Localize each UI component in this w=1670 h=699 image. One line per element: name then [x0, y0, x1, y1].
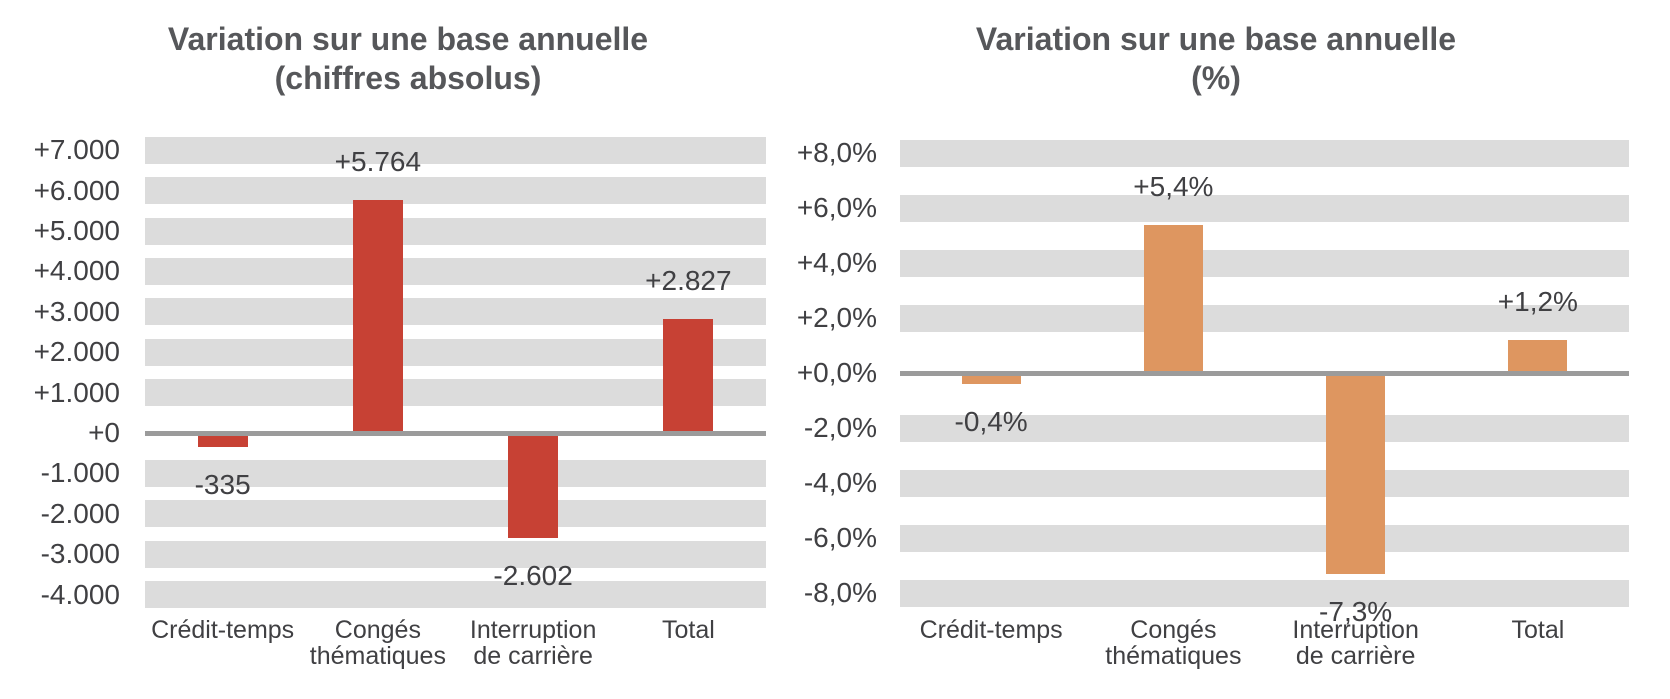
gridline-band — [900, 249, 1629, 277]
y-axis-tick-label: +0 — [88, 417, 120, 448]
gridline-band — [900, 194, 1629, 222]
gridline-band — [145, 136, 766, 164]
gridline-band — [145, 500, 766, 528]
bar-value-label: -7,3% — [1319, 595, 1393, 627]
y-axis-tick-label: +2.000 — [33, 336, 120, 368]
x-axis-category-label: Interruption de carrière — [1292, 616, 1419, 670]
y-axis-tick-label: -4,0% — [803, 467, 877, 498]
bar-total — [663, 318, 714, 433]
gridline-band — [145, 257, 766, 285]
bar-value-label: +2.827 — [645, 264, 732, 296]
bar-value-label: -2.602 — [493, 560, 573, 592]
gridline-band — [900, 469, 1629, 497]
chart-subtitle-text: (chiffres absolus) — [274, 60, 542, 96]
bar-conges-thematiques — [352, 200, 403, 433]
y-axis-tick-label: -2.000 — [40, 497, 120, 529]
zero-axis-line — [145, 430, 766, 436]
bar-conges-thematiques — [1143, 224, 1203, 373]
gridline-band — [145, 581, 766, 609]
y-axis-tick-label: -1.000 — [40, 457, 120, 489]
y-axis-tick-label: +3.000 — [33, 295, 120, 327]
bar-interruption-de-carriere — [1326, 373, 1386, 574]
gridline-band — [900, 579, 1629, 607]
y-axis-tick-label: +5.000 — [33, 215, 120, 246]
y-axis-tick-label: +0,0% — [796, 357, 877, 388]
gridline-band — [145, 177, 766, 205]
bar-credit-temps — [197, 433, 248, 447]
bar-total — [1508, 340, 1568, 373]
x-axis-category-label: Congés thématiques — [309, 616, 446, 670]
gridline-band — [145, 217, 766, 245]
x-axis-category-label: Total — [1511, 616, 1565, 644]
gridline-band — [145, 540, 766, 568]
chart-title-percent: Variation sur une base annuelle (%) — [866, 20, 1566, 98]
x-axis-category-label: Interruption de carrière — [469, 616, 597, 670]
chart-title-absolute: Variation sur une base annuelle (chiffre… — [58, 20, 758, 98]
y-axis-tick-label: +6.000 — [33, 174, 120, 206]
gridline-band — [900, 304, 1629, 332]
chart-title-text: Variation sur une base annuelle — [975, 21, 1457, 57]
y-axis-tick-label: +4.000 — [33, 255, 120, 287]
bar-interruption-de-carriere — [508, 433, 559, 539]
x-axis-category-label: Crédit-temps — [151, 616, 295, 644]
bar-value-label: +1,2% — [1497, 286, 1578, 317]
y-axis-tick-label: -2,0% — [803, 412, 877, 443]
bar-value-label: +5.764 — [334, 146, 422, 178]
x-axis-category-label: Crédit-temps — [919, 616, 1063, 644]
y-axis-tick-label: -8,0% — [803, 577, 877, 608]
x-axis-category-label: Total — [661, 616, 715, 644]
y-axis-tick-label: -6,0% — [803, 522, 877, 553]
gridline-band — [900, 524, 1629, 552]
bar-value-label: +5,4% — [1133, 170, 1214, 202]
gridline-band — [900, 414, 1629, 442]
y-axis-tick-label: +8,0% — [796, 137, 877, 168]
bar-value-label: -0,4% — [954, 406, 1028, 437]
y-axis-tick-label: +1.000 — [33, 376, 120, 408]
x-axis-category-label: Congés thématiques — [1105, 616, 1242, 670]
y-axis-tick-label: +7.000 — [33, 134, 120, 166]
zero-axis-line — [900, 370, 1629, 376]
gridline-band — [145, 459, 766, 487]
gridline-band — [145, 338, 766, 366]
y-axis-tick-label: -3.000 — [40, 538, 120, 570]
gridline-band — [900, 139, 1629, 167]
bar-credit-temps — [961, 373, 1021, 384]
y-axis-tick-label: +6,0% — [796, 192, 877, 223]
bar-value-label: -335 — [194, 468, 251, 500]
y-axis-tick-label: +2,0% — [796, 302, 877, 333]
y-axis-tick-label: -4.000 — [40, 578, 120, 610]
chart-title-text: Variation sur une base annuelle — [167, 21, 649, 57]
y-axis-tick-label: +4,0% — [796, 247, 877, 278]
gridline-band — [145, 379, 766, 407]
chart-subtitle-text: (%) — [1191, 60, 1241, 96]
gridline-band — [145, 298, 766, 326]
